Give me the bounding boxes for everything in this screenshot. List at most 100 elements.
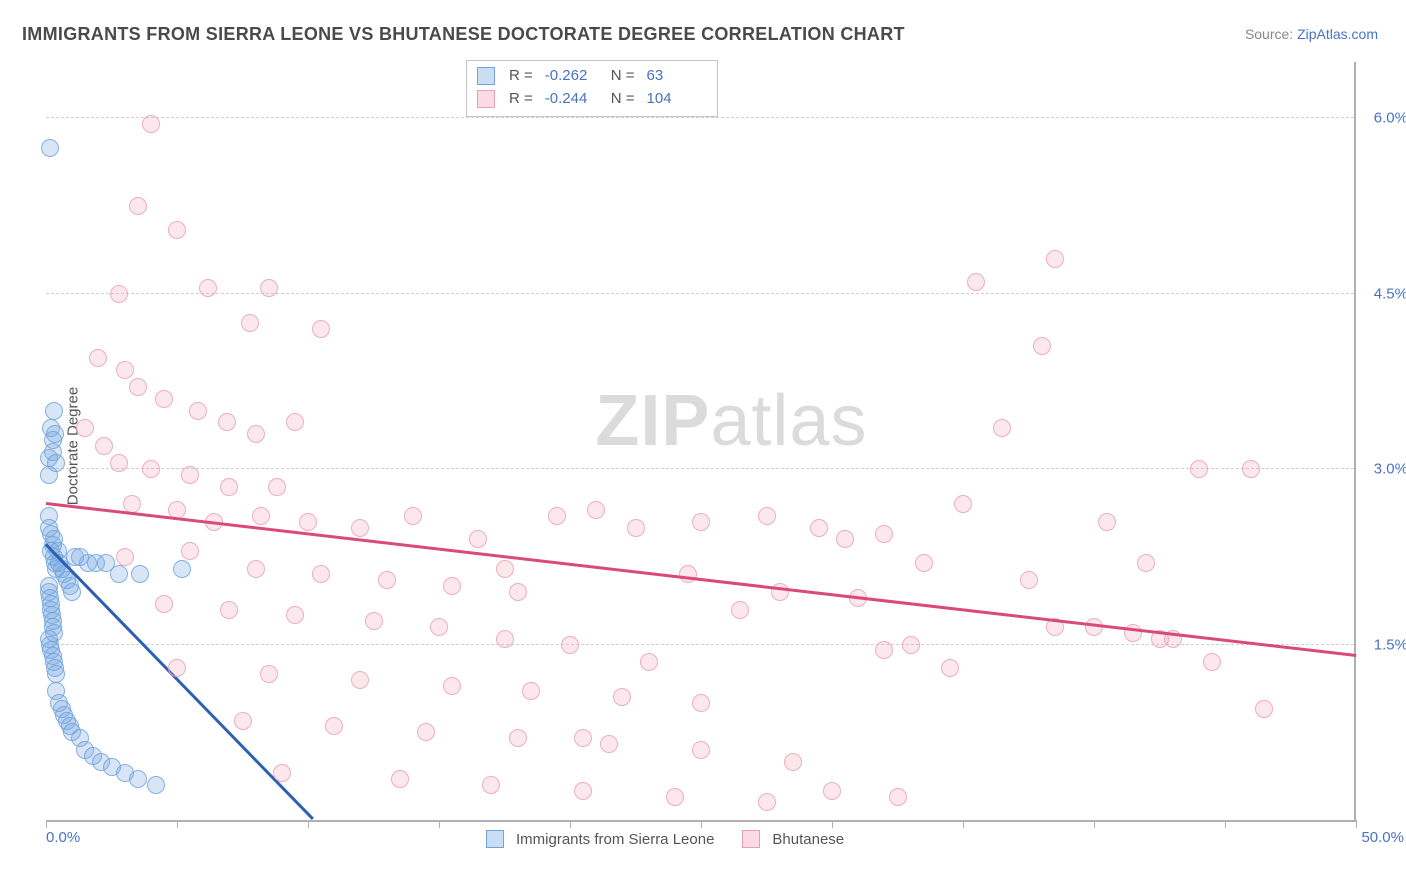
- swatch-series1: [477, 67, 495, 85]
- point-series2: [993, 419, 1011, 437]
- point-series2: [889, 788, 907, 806]
- watermark-light: atlas: [710, 381, 867, 461]
- point-series2: [95, 437, 113, 455]
- point-series2: [731, 601, 749, 619]
- point-series2: [1255, 700, 1273, 718]
- legend-item-1: Immigrants from Sierra Leone: [486, 830, 714, 848]
- point-series2: [142, 115, 160, 133]
- point-series2: [260, 279, 278, 297]
- point-series2: [417, 723, 435, 741]
- point-series2: [640, 653, 658, 671]
- plot-area: ZIPatlas R = -0.262 N = 63 R = -0.244 N …: [46, 62, 1356, 822]
- point-series2: [76, 419, 94, 437]
- x-tick: [177, 820, 178, 828]
- point-series2: [218, 413, 236, 431]
- point-series2: [810, 519, 828, 537]
- point-series2: [548, 507, 566, 525]
- point-series2: [836, 530, 854, 548]
- point-series2: [482, 776, 500, 794]
- point-series2: [1098, 513, 1116, 531]
- stat-n-value-1: 63: [647, 65, 703, 88]
- point-series1: [110, 565, 128, 583]
- point-series2: [574, 782, 592, 800]
- y-tick-label: 3.0%: [1374, 461, 1406, 478]
- point-series2: [273, 764, 291, 782]
- point-series2: [954, 495, 972, 513]
- x-tick: [439, 820, 440, 828]
- legend-label-1: Immigrants from Sierra Leone: [516, 831, 714, 848]
- point-series1: [47, 454, 65, 472]
- point-series2: [875, 525, 893, 543]
- point-series2: [823, 782, 841, 800]
- x-tick: [832, 820, 833, 828]
- point-series1: [129, 770, 147, 788]
- point-series2: [129, 378, 147, 396]
- point-series2: [155, 595, 173, 613]
- point-series2: [1242, 460, 1260, 478]
- point-series1: [131, 565, 149, 583]
- point-series2: [666, 788, 684, 806]
- stat-r-label: R =: [509, 65, 533, 88]
- point-series1: [41, 139, 59, 157]
- point-series2: [430, 618, 448, 636]
- point-series2: [1046, 250, 1064, 268]
- point-series2: [443, 677, 461, 695]
- point-series2: [600, 735, 618, 753]
- point-series2: [509, 583, 527, 601]
- point-series2: [110, 454, 128, 472]
- stat-n-label: N =: [611, 65, 635, 88]
- point-series2: [241, 314, 259, 332]
- point-series2: [89, 349, 107, 367]
- point-series1: [46, 425, 64, 443]
- point-series1: [173, 560, 191, 578]
- stat-r-value-1: -0.262: [545, 65, 601, 88]
- point-series2: [1203, 653, 1221, 671]
- stats-legend-box: R = -0.262 N = 63 R = -0.244 N = 104: [466, 60, 718, 117]
- point-series2: [443, 577, 461, 595]
- point-series2: [1190, 460, 1208, 478]
- x-tick: [1094, 820, 1095, 828]
- point-series1: [147, 776, 165, 794]
- x-tick: [570, 820, 571, 828]
- point-series2: [234, 712, 252, 730]
- x-tick: [308, 820, 309, 828]
- x-tick: [1225, 820, 1226, 828]
- y-tick-label: 1.5%: [1374, 636, 1406, 653]
- source-attribution: Source: ZipAtlas.com: [1245, 26, 1378, 42]
- point-series2: [784, 753, 802, 771]
- y-tick-label: 4.5%: [1374, 285, 1406, 302]
- bottom-legend: Immigrants from Sierra Leone Bhutanese: [486, 830, 844, 848]
- point-series2: [199, 279, 217, 297]
- point-series2: [561, 636, 579, 654]
- point-series1: [47, 665, 65, 683]
- point-series2: [268, 478, 286, 496]
- point-series2: [1085, 618, 1103, 636]
- point-series2: [587, 501, 605, 519]
- point-series2: [365, 612, 383, 630]
- point-series2: [110, 285, 128, 303]
- point-series2: [679, 565, 697, 583]
- x-axis-min-label: 0.0%: [46, 829, 80, 846]
- watermark-bold: ZIP: [595, 381, 710, 461]
- point-series1: [63, 583, 81, 601]
- point-series2: [496, 560, 514, 578]
- point-series2: [220, 601, 238, 619]
- point-series2: [469, 530, 487, 548]
- point-series2: [312, 320, 330, 338]
- point-series2: [941, 659, 959, 677]
- point-series2: [116, 548, 134, 566]
- point-series2: [168, 659, 186, 677]
- point-series2: [496, 630, 514, 648]
- gridline-h: [46, 117, 1354, 118]
- point-series2: [915, 554, 933, 572]
- point-series2: [875, 641, 893, 659]
- source-link[interactable]: ZipAtlas.com: [1297, 26, 1378, 42]
- chart-title: IMMIGRANTS FROM SIERRA LEONE VS BHUTANES…: [22, 24, 905, 45]
- stat-r-value-2: -0.244: [545, 88, 601, 111]
- point-series2: [522, 682, 540, 700]
- x-axis-max-label: 50.0%: [1361, 829, 1404, 846]
- stats-row-series1: R = -0.262 N = 63: [477, 65, 703, 88]
- x-tick: [963, 820, 964, 828]
- point-series2: [142, 460, 160, 478]
- legend-swatch-2: [742, 830, 760, 848]
